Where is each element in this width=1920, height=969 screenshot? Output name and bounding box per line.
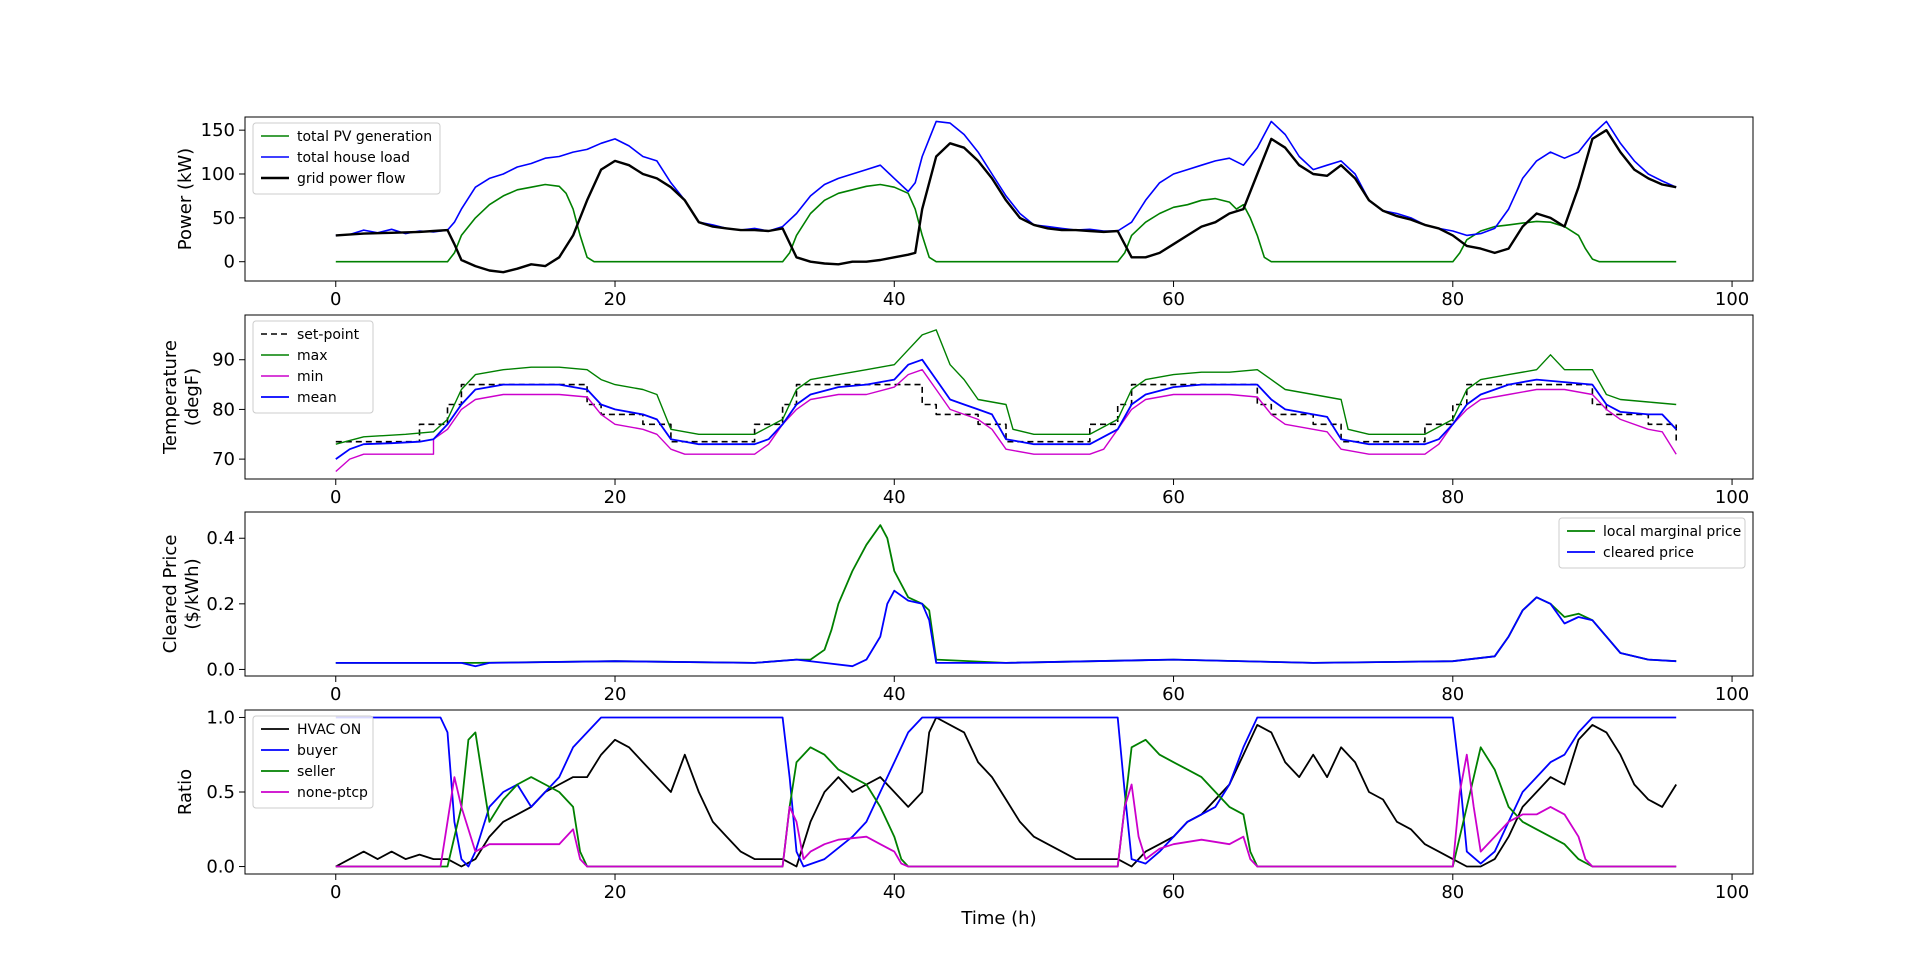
legend-label: cleared price xyxy=(1603,545,1694,561)
y-tick-label: 0.5 xyxy=(206,782,235,803)
x-tick-label: 80 xyxy=(1441,684,1464,705)
series-line-4 xyxy=(335,358,1677,460)
legend-label: set-point xyxy=(297,327,360,343)
legend-box xyxy=(252,122,441,195)
axes-frame xyxy=(244,314,1754,480)
x-tick-label: 40 xyxy=(883,487,906,508)
x-tick-label: 0 xyxy=(330,289,341,310)
legend: HVAC ON buyer seller none-ptcp xyxy=(252,715,374,809)
legend-box xyxy=(252,320,374,414)
y-axis-label: Power (kW) xyxy=(175,148,196,250)
x-tick-label: 80 xyxy=(1441,487,1464,508)
legend-label: min xyxy=(297,369,323,385)
x-tick-label: 20 xyxy=(604,289,627,310)
legend-label: max xyxy=(297,348,328,364)
x-tick-label: 100 xyxy=(1715,684,1749,705)
legend-label: local marginal price xyxy=(1603,524,1741,540)
y-tick-label: 80 xyxy=(212,399,235,420)
y-tick-label: 1.0 xyxy=(206,707,235,728)
x-tick-label: 0 xyxy=(330,487,341,508)
series-group xyxy=(335,329,1677,473)
x-tick-label: 20 xyxy=(604,882,627,903)
x-tick-label: 40 xyxy=(883,684,906,705)
axes-frame xyxy=(244,709,1754,875)
x-tick-label: 80 xyxy=(1441,882,1464,903)
x-tick-label: 100 xyxy=(1715,882,1749,903)
axes-frame xyxy=(244,511,1754,677)
legend-label: none-ptcp xyxy=(297,785,368,801)
legend: set-point max min mean xyxy=(252,320,374,414)
y-tick-label: 0.4 xyxy=(206,528,235,549)
series-group xyxy=(335,120,1677,274)
series-line-3 xyxy=(335,129,1677,274)
series-line-2 xyxy=(335,120,1677,237)
y-tick-label: 0.2 xyxy=(206,594,235,615)
series-line-2 xyxy=(335,716,1677,868)
x-tick-label: 60 xyxy=(1162,289,1185,310)
y-tick-label: 100 xyxy=(201,164,235,185)
x-tick-label: 20 xyxy=(604,684,627,705)
x-tick-label: 20 xyxy=(604,487,627,508)
legend-label: buyer xyxy=(297,743,338,759)
y-axis-label: Ratio xyxy=(175,769,196,815)
x-axis-label: Time (h) xyxy=(960,908,1036,929)
y-tick-label: 0.0 xyxy=(206,857,235,878)
series-line-1 xyxy=(335,716,1677,868)
legend-label: mean xyxy=(297,390,337,406)
series-line-1 xyxy=(335,183,1677,263)
series-line-3 xyxy=(335,731,1677,868)
x-tick-label: 100 xyxy=(1715,487,1749,508)
legend: local marginal price cleared price xyxy=(1558,517,1746,569)
series-group xyxy=(335,524,1677,668)
y-axis-label: Temperature(degF) xyxy=(160,340,203,455)
legend-box xyxy=(252,715,374,809)
panel-4: 0 20 40 60 80 100 0.0 0.5 1.0 Ratio Time (h) HVAC O… xyxy=(175,707,1754,929)
x-tick-label: 100 xyxy=(1715,289,1749,310)
series-line-1 xyxy=(335,524,1677,664)
x-tick-label: 0 xyxy=(330,684,341,705)
series-line-2 xyxy=(335,329,1677,445)
series-line-4 xyxy=(335,753,1677,868)
y-tick-label: 0.0 xyxy=(206,659,235,680)
y-tick-label: 50 xyxy=(212,208,235,229)
legend: total PV generation total house load grid … xyxy=(252,122,441,195)
legend-label: total house load xyxy=(297,150,410,166)
y-tick-label: 150 xyxy=(201,120,235,141)
axes-frame xyxy=(244,116,1754,282)
x-tick-label: 60 xyxy=(1162,684,1185,705)
x-tick-label: 60 xyxy=(1162,882,1185,903)
x-tick-label: 80 xyxy=(1441,289,1464,310)
y-tick-label: 90 xyxy=(212,350,235,371)
x-tick-label: 40 xyxy=(883,882,906,903)
x-tick-label: 0 xyxy=(330,882,341,903)
y-tick-label: 0 xyxy=(224,252,235,273)
legend-box xyxy=(1558,517,1746,569)
y-axis-label: Cleared Price($/kWh) xyxy=(160,535,203,654)
legend-label: total PV generation xyxy=(297,129,432,145)
legend-label: grid power flow xyxy=(297,171,405,187)
legend-label: seller xyxy=(297,764,335,780)
x-tick-label: 60 xyxy=(1162,487,1185,508)
panel-2: 0 20 40 60 80 100 70 80 90 Temperature(degF) set-p… xyxy=(160,314,1754,508)
series-line-1 xyxy=(335,383,1677,443)
legend-label: HVAC ON xyxy=(297,722,361,738)
y-tick-label: 70 xyxy=(212,449,235,470)
x-tick-label: 40 xyxy=(883,289,906,310)
series-group xyxy=(335,716,1677,868)
series-line-2 xyxy=(335,589,1677,668)
